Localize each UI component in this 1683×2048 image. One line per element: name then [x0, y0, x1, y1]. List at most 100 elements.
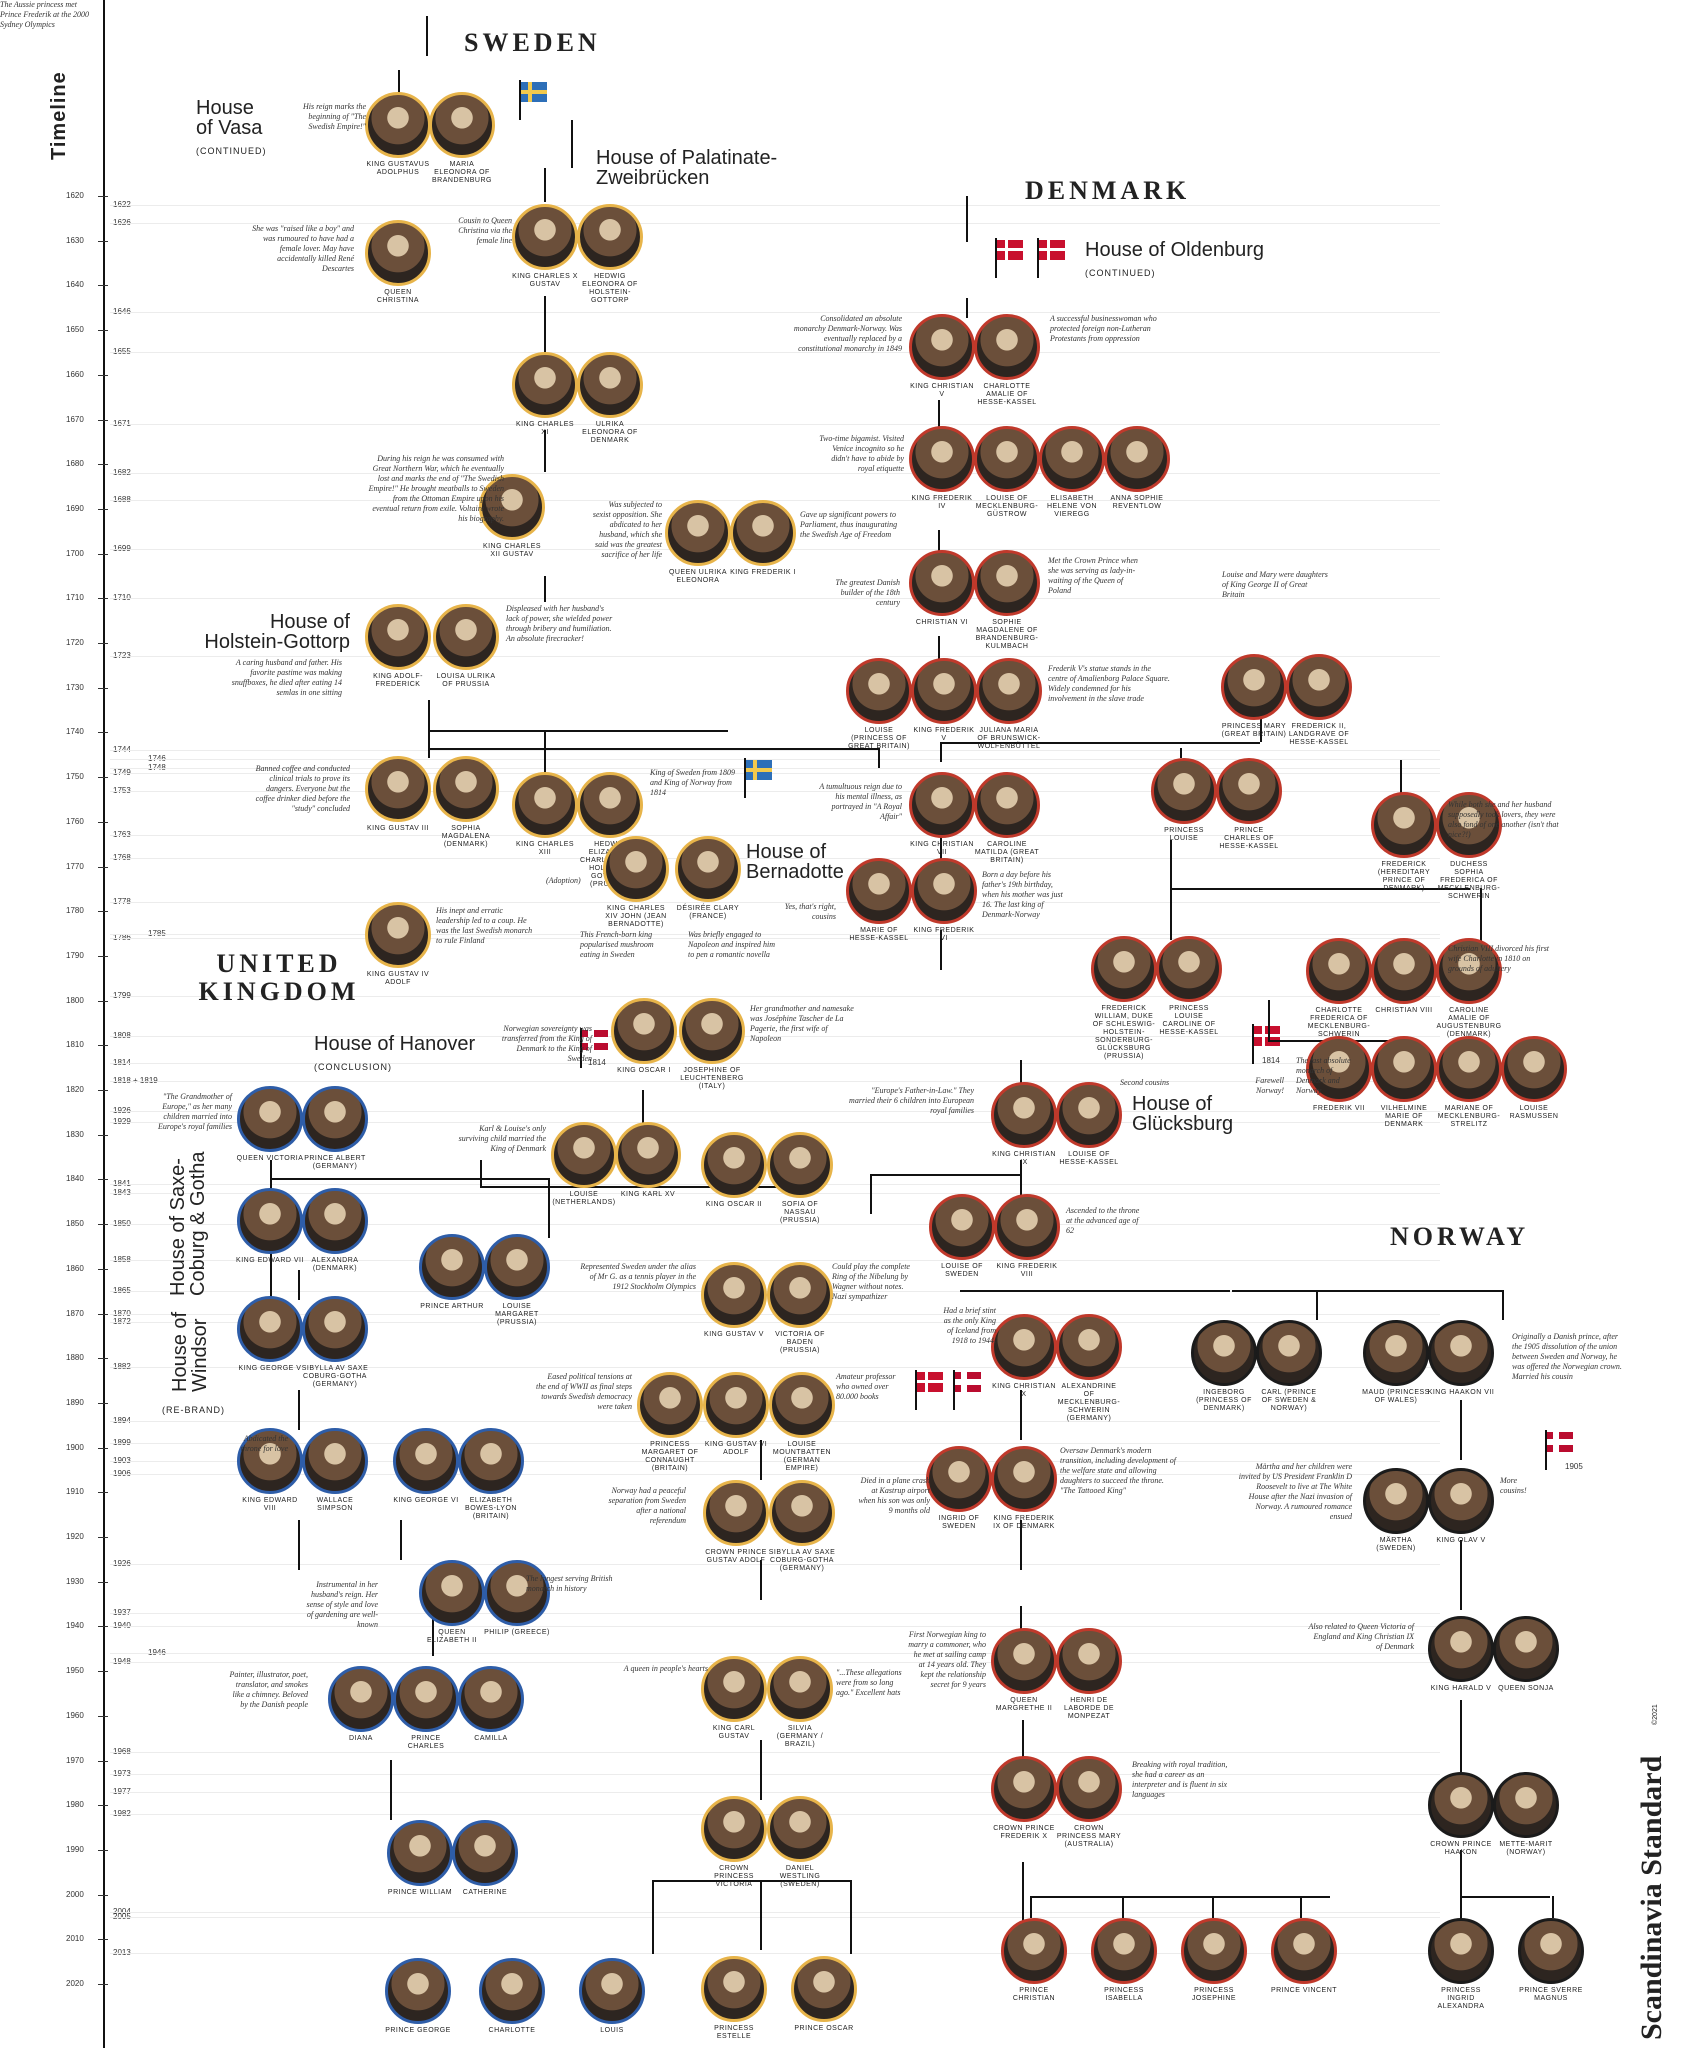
portrait-image [1493, 1616, 1559, 1682]
portrait-frederik_v: KING FREDERIK V [910, 658, 978, 743]
portrait-label: FREDERICK II, LANDGRAVE OF HESSE-KASSEL [1288, 723, 1350, 746]
portrait-louisa_ulrika: LOUISA ULRIKA OF PRUSSIA [432, 604, 500, 689]
annotation: A tumultuous reign due to his mental ill… [819, 782, 902, 821]
portrait-image [846, 658, 912, 724]
year-mark: 1973 [113, 1769, 131, 1778]
tree-connector [938, 636, 940, 662]
portrait-label: ANNA SOPHIE REVENTLOW [1110, 495, 1164, 510]
decade-tick [98, 1716, 108, 1717]
portrait-image [551, 1122, 617, 1188]
portrait-image [1518, 1918, 1584, 1984]
annotation: Consolidated an absolute monarchy Denmar… [793, 314, 902, 353]
house-bernadotte: House of Bernadotte [746, 841, 844, 883]
portrait-image [1428, 1772, 1494, 1838]
flag-pole [519, 80, 521, 120]
year-mark: 1646 [113, 307, 131, 316]
portrait-image [1371, 938, 1437, 1004]
grid-line [110, 1474, 1440, 1475]
tree-connector [390, 1760, 392, 1820]
portrait-label: SILVIA (GERMANY / BRAZIL) [776, 1725, 824, 1748]
portrait-william: PRINCE WILLIAM [386, 1820, 454, 1897]
grid-line [110, 768, 1440, 769]
decade-label: 2020 [66, 1979, 84, 1988]
portrait-image [1428, 1918, 1494, 1984]
portrait-image [1151, 758, 1217, 824]
portrait-label: FREDERIK VII [1313, 1105, 1365, 1112]
tree-connector [760, 1560, 762, 1600]
portrait-image [994, 1194, 1060, 1260]
decade-label: 1790 [66, 951, 84, 960]
tree-connector [270, 1160, 272, 1180]
decade-tick [98, 1492, 108, 1493]
portrait-label: SOPHIA MAGDALENA (DENMARK) [441, 825, 491, 848]
tree-connector [548, 1178, 550, 1238]
portrait-image [365, 92, 431, 158]
portrait-frederick_h: FREDERICK (HEREDITARY PRINCE OF DENMARK) [1370, 792, 1438, 893]
year-mark: 1808 [113, 1031, 131, 1040]
portrait-ingrid_a: PRINCESS INGRID ALEXANDRA [1427, 1918, 1495, 2011]
portrait-label: CAMILLA [474, 1735, 508, 1742]
norway-flag-icon [1547, 1432, 1573, 1452]
portrait-image [701, 1132, 767, 1198]
portrait-louise_meck: LOUISE OF MECKLENBURG-GÜSTROW [973, 426, 1041, 519]
decade-label: 1910 [66, 1487, 84, 1496]
year-mark: 1799 [113, 991, 131, 1000]
portrait-image [577, 352, 643, 418]
decade-tick [98, 1895, 108, 1896]
tree-connector [1022, 1862, 1024, 1922]
tree-connector [1212, 1896, 1214, 1918]
portrait-sverre: PRINCE SVERRE MAGNUS [1517, 1918, 1585, 2003]
year-mark: 2005 [113, 1912, 131, 1921]
house-hanover: House of Hanover (CONCLUSION) [314, 1033, 476, 1072]
year-mark: 1882 [113, 1362, 131, 1371]
portrait-image [1306, 1036, 1372, 1102]
decade-tick [98, 1537, 108, 1538]
portrait-label: FREDERICK (HEREDITARY PRINCE OF DENMARK) [1377, 861, 1431, 892]
portrait-ingrid: INGRID OF SWEDEN [925, 1446, 993, 1531]
grid-line [110, 1063, 1440, 1064]
grid-line [110, 1653, 1440, 1654]
tree-connector [398, 70, 400, 96]
portrait-image [458, 1428, 524, 1494]
portrait-image [1436, 792, 1502, 858]
decade-label: 1890 [66, 1398, 84, 1407]
decade-tick [98, 1850, 108, 1851]
portrait-image [237, 1188, 303, 1254]
portrait-image [909, 550, 975, 616]
tree-connector [1122, 1896, 1124, 1918]
annotation: Norway had a peaceful separation from Sw… [608, 1486, 686, 1525]
house-holstein: House of Holstein-Gottorp [204, 611, 350, 653]
grid-line [110, 473, 1440, 474]
portrait-image [603, 836, 669, 902]
year-mark: 1688 [113, 495, 131, 504]
decade-label: 1750 [66, 772, 84, 781]
year-mark: 1946 [148, 1648, 166, 1657]
portrait-label: CATHERINE [462, 1889, 508, 1896]
portrait-karl_xv: KING KARL XV [614, 1122, 682, 1199]
year-mark: 2004 [113, 1907, 131, 1916]
year-mark: 1748 [148, 763, 166, 772]
decade-label: 1680 [66, 459, 84, 468]
decade-tick [98, 777, 108, 778]
portrait-label: LOUISE OF HESSE-KASSEL [1059, 1151, 1119, 1166]
portrait-label: WALLACE SIMPSON [316, 1497, 354, 1512]
annotation: His reign marks the beginning of "The Sw… [302, 102, 366, 131]
portrait-charles_xiv: KING CHARLES XIV JOHN (JEAN BERNADOTTE) [602, 836, 670, 929]
grid-line [110, 750, 1440, 751]
denmark-flag-icon [917, 1372, 943, 1392]
portrait-image [1436, 1036, 1502, 1102]
portrait-louis: LOUIS [578, 1958, 646, 2035]
portrait-label: CHARLOTTE AMALIE OF HESSE-KASSEL [977, 383, 1037, 406]
portrait-vincent: PRINCE VINCENT [1270, 1918, 1338, 1995]
grid-line [110, 996, 1440, 997]
portrait-image [1436, 938, 1502, 1004]
portrait-label: QUEEN VICTORIA [236, 1155, 304, 1162]
denmark-flag-icon [1254, 1026, 1280, 1046]
annotation: Breaking with royal tradition, she had a… [1132, 1760, 1228, 1799]
grid-line [110, 1260, 1440, 1261]
annotation: The longest serving British monarch in h… [526, 1574, 613, 1593]
flag-year: 1814 [1262, 1056, 1280, 1065]
portrait-label: LOUIS [600, 2027, 624, 2034]
portrait-louise_mb: LOUISE MOUNTBATTEN (GERMAN EMPIRE) [768, 1372, 836, 1473]
tree-connector [652, 1880, 654, 1954]
